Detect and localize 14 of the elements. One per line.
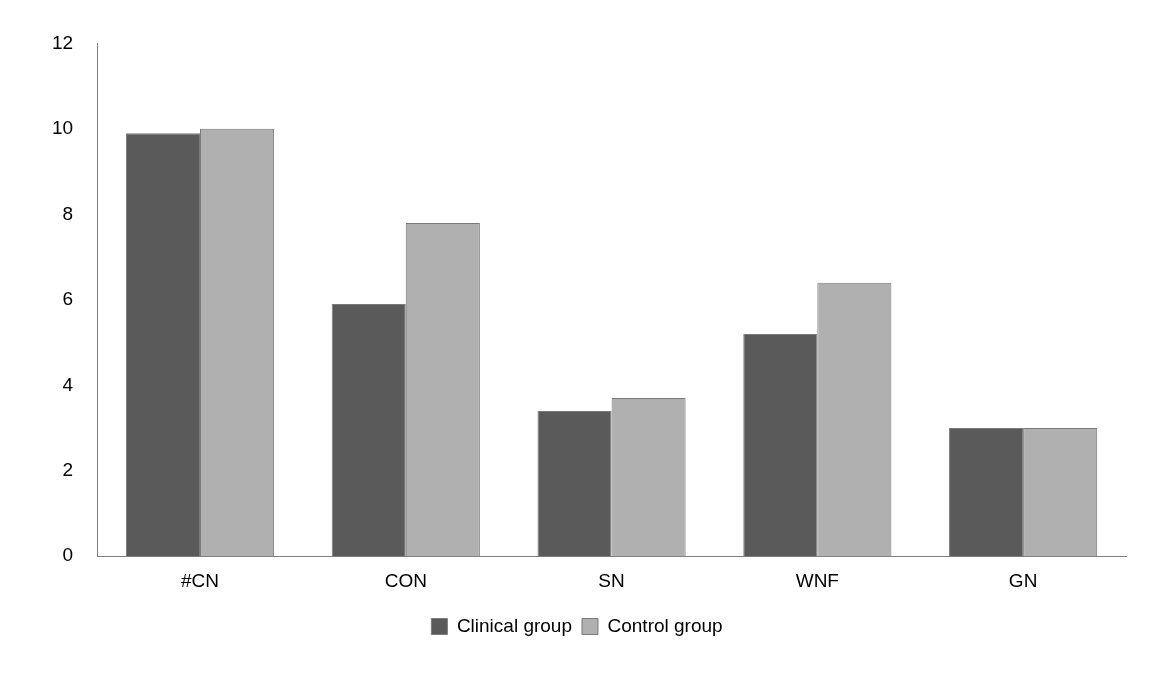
x-tick-label: GN: [1008, 569, 1038, 591]
y-tick-label: 12: [51, 31, 74, 53]
x-tick-label: CON: [384, 569, 427, 591]
x-tick-label: #CN: [181, 569, 220, 591]
legend-label: Control group: [607, 614, 723, 636]
x-tick-label: SN: [598, 569, 625, 591]
x-tick-label: WNF: [795, 569, 839, 591]
y-tick-label: 2: [62, 458, 74, 480]
y-tick-label: 10: [51, 117, 74, 139]
y-tick-label: 6: [62, 288, 74, 310]
y-tick-label: 4: [62, 373, 74, 395]
y-tick-label: 8: [62, 202, 74, 224]
legend-label: Clinical group: [456, 614, 573, 636]
y-tick-label: 0: [62, 544, 74, 566]
